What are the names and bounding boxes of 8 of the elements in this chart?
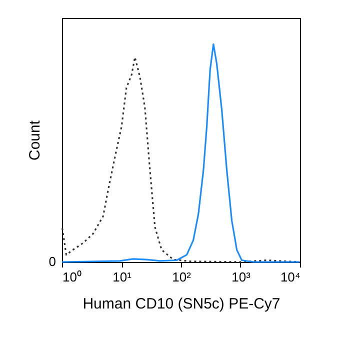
x-tick-label: 10² — [172, 270, 192, 284]
x-tick-label: 10⁰ — [62, 270, 82, 284]
x-tick-label: 10⁴ — [280, 270, 300, 284]
text: 0 — [48, 254, 56, 269]
x-tick-label: 10¹ — [112, 270, 132, 284]
x-axis-title: Human CD10 (SN5c) PE-Cy7 — [82, 296, 280, 312]
y-axis-title: Count — [26, 120, 44, 161]
x-tick-label: 10³ — [232, 270, 252, 284]
